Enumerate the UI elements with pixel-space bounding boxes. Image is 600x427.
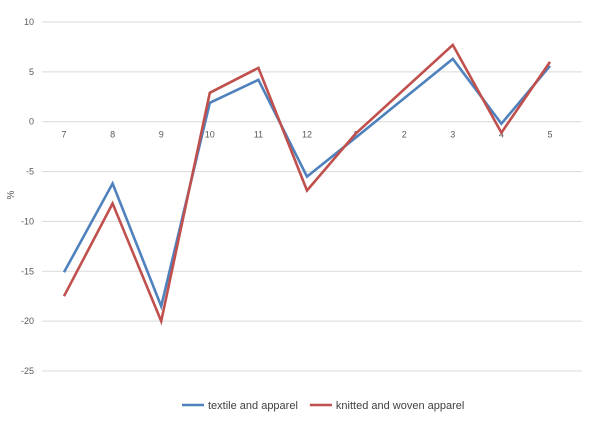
x-tick-label: 3 [450, 130, 455, 140]
y-tick-label: -25 [21, 366, 34, 376]
x-axis-tick-labels: 7 8 9 10 11 12 1 2 3 4 5 [61, 130, 552, 140]
gridlines [42, 21, 582, 372]
legend-label: knitted and woven apparel [336, 400, 464, 412]
x-tick-label: 10 [205, 130, 215, 140]
y-tick-label: 0 [29, 117, 34, 127]
y-tick-label: -15 [21, 266, 34, 276]
x-tick-label: 7 [61, 130, 66, 140]
y-axis-tick-labels: 10 5 0 -5 -10 -15 -20 -25 [21, 17, 34, 376]
x-tick-label: 5 [547, 130, 552, 140]
x-tick-label: 8 [110, 130, 115, 140]
series-line-1 [62, 57, 551, 311]
x-tick-label: 12 [302, 130, 312, 140]
y-tick-label: -5 [26, 167, 34, 177]
y-tick-label: 5 [29, 67, 34, 77]
x-tick-label: 9 [159, 130, 164, 140]
y-tick-label: 10 [24, 17, 34, 27]
y-tick-label: -20 [21, 316, 34, 326]
y-tick-label: -10 [21, 216, 34, 226]
series-line-2 [62, 42, 552, 326]
y-axis-label: % [6, 190, 17, 199]
legend: textile and apparel knitted and woven app… [182, 400, 464, 412]
x-tick-label: 2 [402, 130, 407, 140]
series-lines [62, 42, 552, 326]
legend-label: textile and apparel [208, 400, 298, 412]
x-tick-label: 11 [254, 130, 263, 140]
